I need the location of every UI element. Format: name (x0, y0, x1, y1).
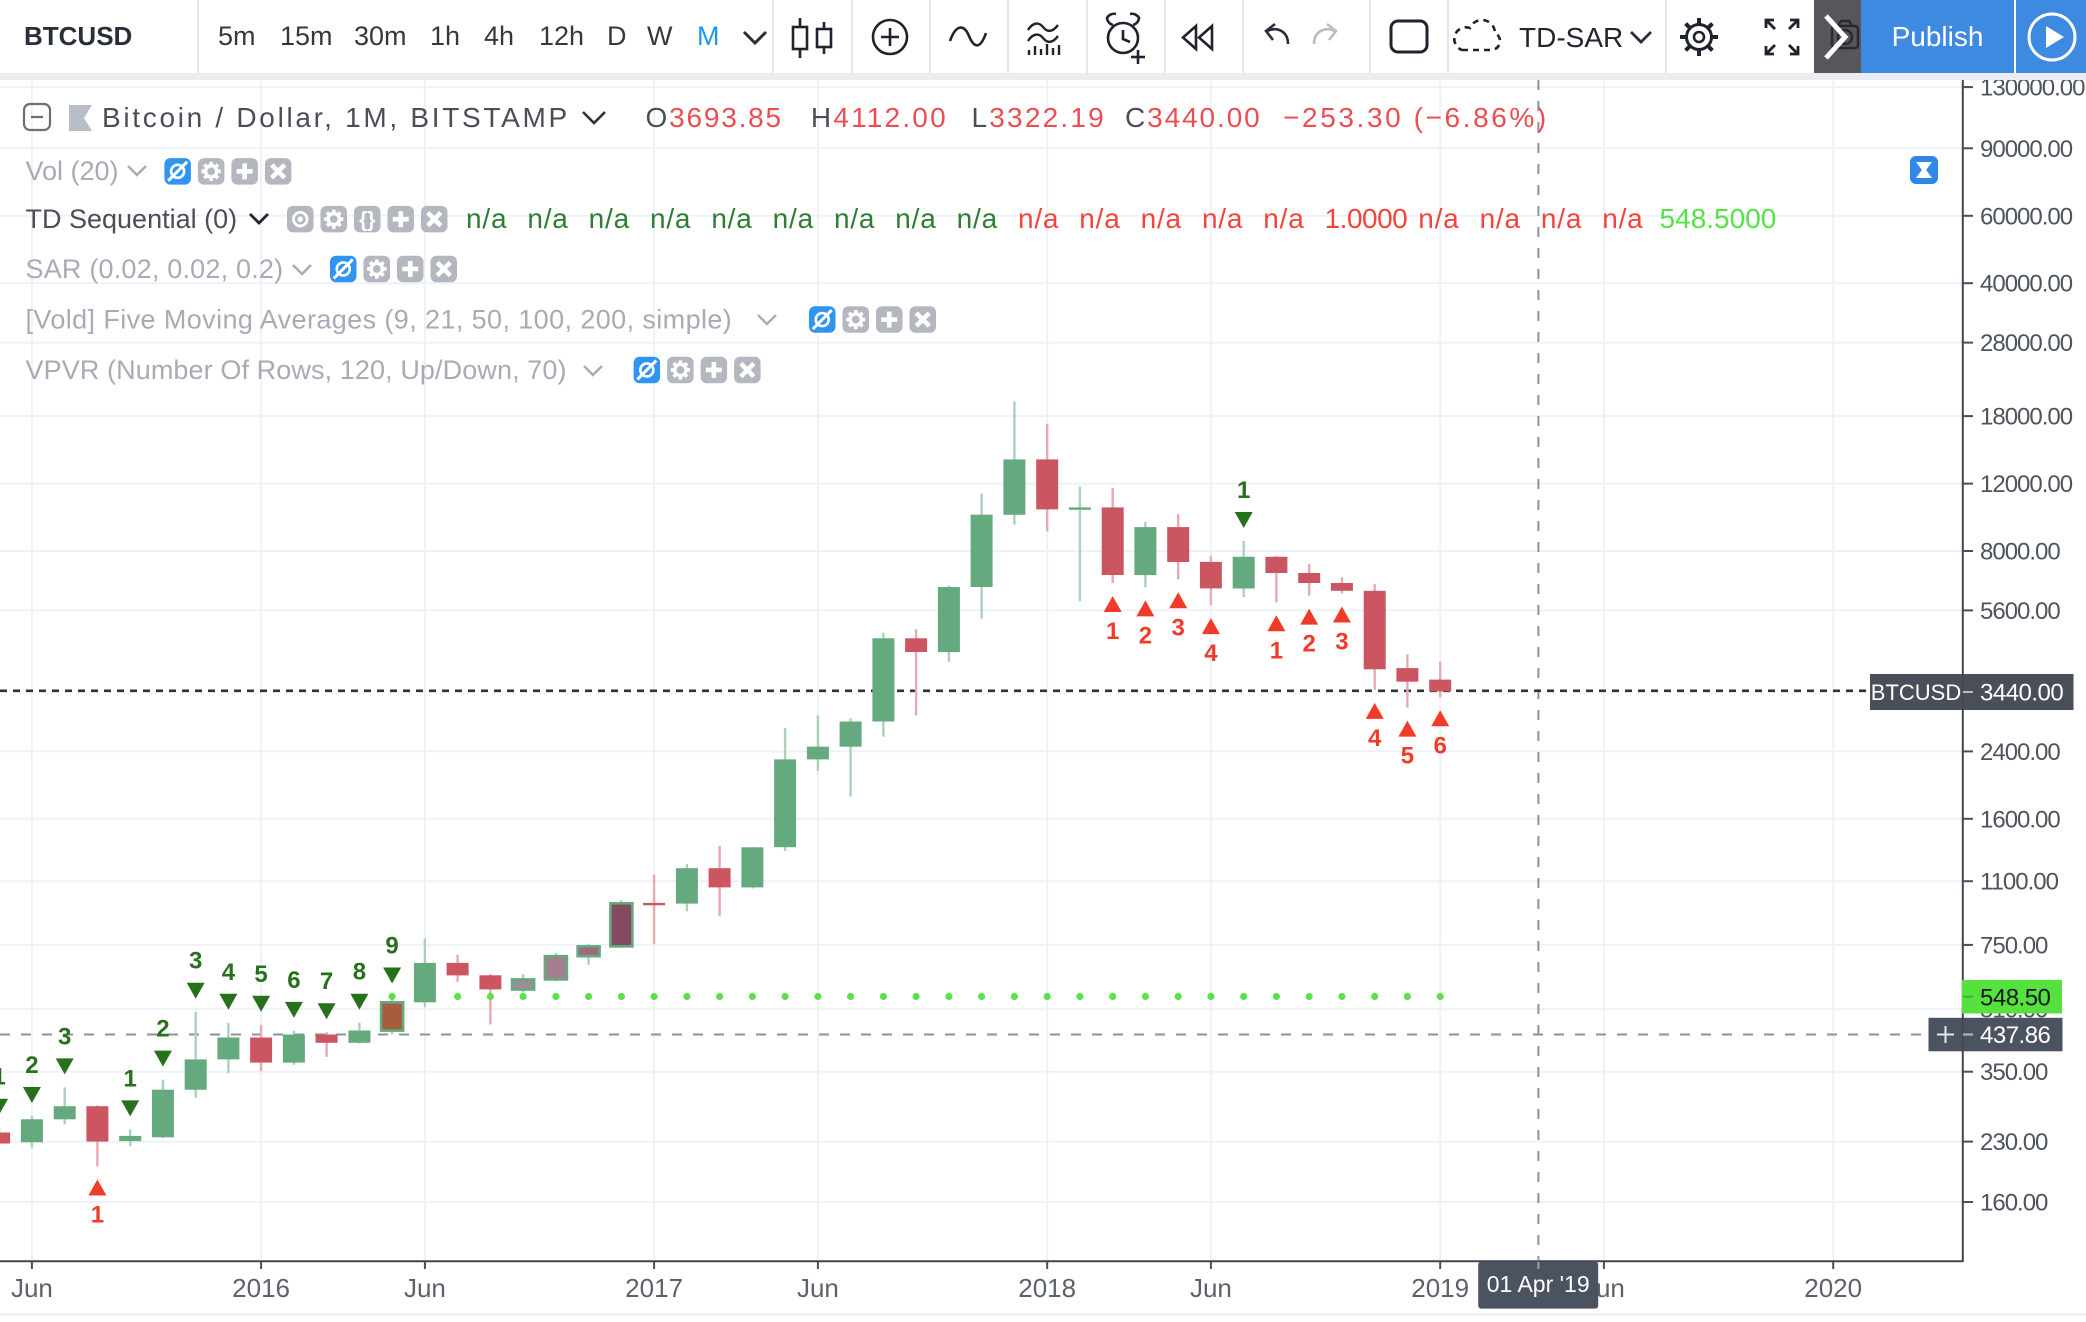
svg-text:2019: 2019 (1411, 1273, 1469, 1303)
svg-text:28000.00: 28000.00 (1980, 330, 2073, 357)
svg-text:12000.00: 12000.00 (1980, 471, 2073, 498)
svg-text:2016: 2016 (232, 1273, 290, 1303)
svg-text:350.00: 350.00 (1980, 1059, 2048, 1086)
svg-text:230.00: 230.00 (1980, 1129, 2048, 1156)
svg-text:750.00: 750.00 (1980, 932, 2048, 959)
svg-text:H4112.00: H4112.00 (811, 102, 948, 133)
svg-text:5: 5 (254, 961, 267, 988)
svg-text:O3693.85: O3693.85 (646, 102, 783, 133)
svg-text:5: 5 (1401, 743, 1414, 770)
svg-text:−253.30 (−6.86%): −253.30 (−6.86%) (1283, 102, 1549, 133)
svg-text:1: 1 (1106, 618, 1119, 645)
svg-text:SAR (0.02, 0.02, 0.2): SAR (0.02, 0.02, 0.2) (26, 254, 284, 284)
svg-text:BTCUSD: BTCUSD (1871, 680, 1961, 705)
svg-text:5600.00: 5600.00 (1980, 598, 2060, 625)
svg-text:2017: 2017 (625, 1273, 683, 1303)
svg-text:548.50: 548.50 (1980, 984, 2051, 1011)
svg-text:3: 3 (189, 948, 202, 975)
svg-text:{}: {} (359, 209, 375, 232)
svg-text:8000.00: 8000.00 (1980, 539, 2060, 566)
svg-text:Jun: Jun (1190, 1273, 1232, 1303)
svg-text:2: 2 (156, 1016, 169, 1043)
svg-text:6: 6 (1434, 732, 1447, 759)
svg-text:TD Sequential (0): TD Sequential (0) (26, 204, 238, 234)
svg-text:L3322.19: L3322.19 (972, 102, 1106, 133)
svg-text:C3440.00: C3440.00 (1125, 102, 1262, 133)
svg-text:Vol (20): Vol (20) (26, 156, 119, 186)
svg-text:8: 8 (353, 959, 366, 986)
svg-text:7: 7 (320, 968, 333, 995)
svg-text:n/an/an/an/an/an/an/an/an/an/a: n/a n/a n/a n/a n/a n/a n/a n/a n/a n/a n/a n/a n/a n… (466, 203, 1776, 234)
svg-text:[Vold] Five Moving Averages (9: [Vold] Five Moving Averages (9, 21, 50, … (26, 305, 733, 335)
svg-text:Bitcoin / Dollar, 1M, BITSTAMP: Bitcoin / Dollar, 1M, BITSTAMP (102, 102, 570, 133)
svg-text:3440.00: 3440.00 (1980, 680, 2063, 707)
svg-text:1100.00: 1100.00 (1980, 869, 2059, 896)
svg-text:2: 2 (1303, 631, 1316, 658)
svg-text:40000.00: 40000.00 (1980, 271, 2073, 298)
svg-text:9: 9 (385, 933, 398, 960)
svg-text:VPVR (Number Of Rows, 120, Up/: VPVR (Number Of Rows, 120, Up/Down, 70) (26, 355, 567, 385)
svg-text:90000.00: 90000.00 (1980, 136, 2073, 163)
svg-text:18000.00: 18000.00 (1980, 404, 2073, 431)
svg-text:3: 3 (58, 1023, 71, 1050)
svg-text:1: 1 (124, 1065, 137, 1092)
svg-text:TD-SAR: TD-SAR (1519, 22, 1623, 53)
svg-text:2: 2 (1139, 622, 1152, 649)
svg-text:60000.00: 60000.00 (1980, 203, 2073, 230)
svg-text:2: 2 (25, 1052, 38, 1079)
svg-text:3: 3 (1335, 629, 1348, 656)
svg-text:Jun: Jun (11, 1273, 53, 1303)
svg-text:2018: 2018 (1018, 1273, 1076, 1303)
svg-text:160.00: 160.00 (1980, 1190, 2048, 1217)
svg-text:1: 1 (1237, 477, 1250, 504)
svg-text:1600.00: 1600.00 (1980, 806, 2060, 833)
svg-text:1: 1 (91, 1202, 104, 1229)
svg-text:1: 1 (1270, 637, 1283, 664)
svg-text:4: 4 (222, 959, 236, 986)
svg-text:6: 6 (287, 967, 300, 994)
svg-text:437.86: 437.86 (1980, 1022, 2051, 1049)
svg-text:01 Apr '19: 01 Apr '19 (1487, 1271, 1590, 1297)
svg-text:3: 3 (1172, 614, 1185, 641)
svg-text:Jun: Jun (797, 1273, 839, 1303)
svg-text:2020: 2020 (1804, 1273, 1862, 1303)
svg-text:1: 1 (0, 1064, 6, 1091)
svg-text:4: 4 (1204, 640, 1218, 667)
svg-text:2400.00: 2400.00 (1980, 739, 2060, 766)
svg-text:Jun: Jun (404, 1273, 446, 1303)
svg-text:4: 4 (1368, 725, 1382, 752)
